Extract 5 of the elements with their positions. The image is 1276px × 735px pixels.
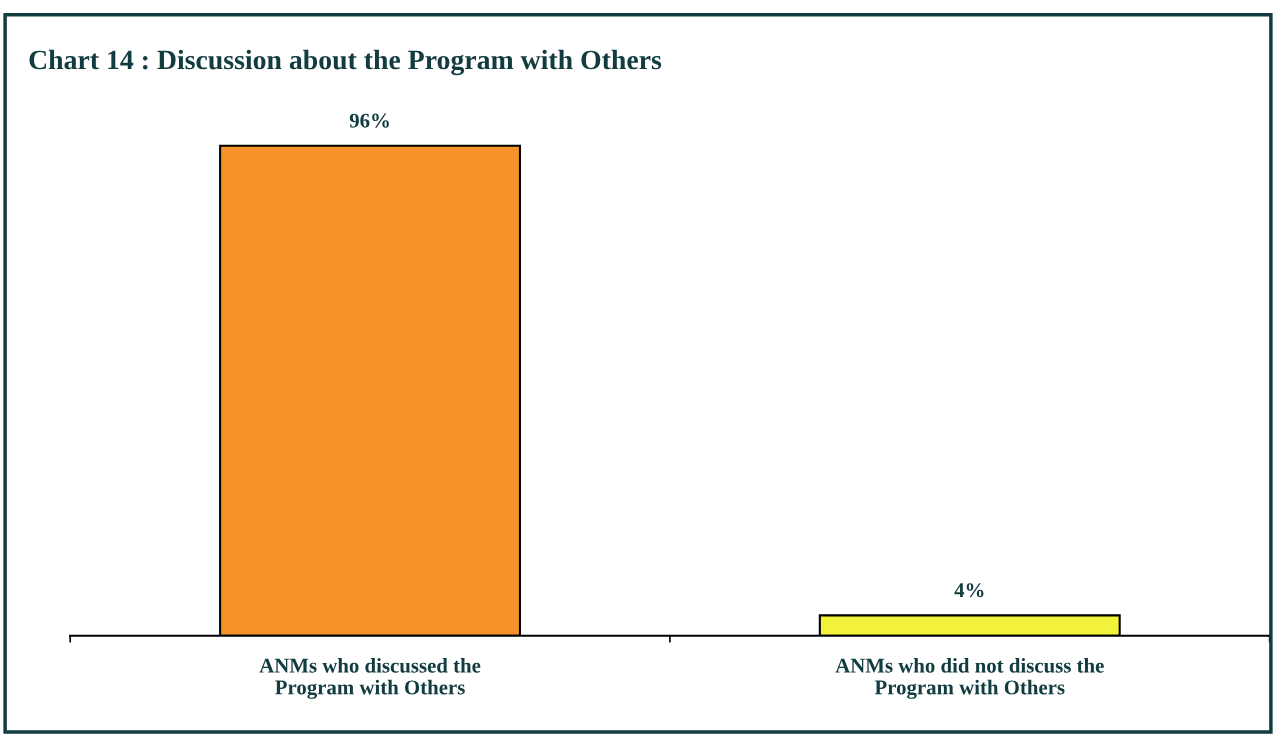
x-tick-label: ANMs who discussed the Program with Others — [259, 658, 481, 699]
data-label: 4% — [954, 583, 984, 598]
data-label: 96% — [349, 113, 389, 128]
x-tick-label: ANMs who did not discuss the Program with Others — [835, 658, 1104, 699]
chart-title: Chart 14 : Discussion about the Program with Others — [29, 49, 662, 76]
